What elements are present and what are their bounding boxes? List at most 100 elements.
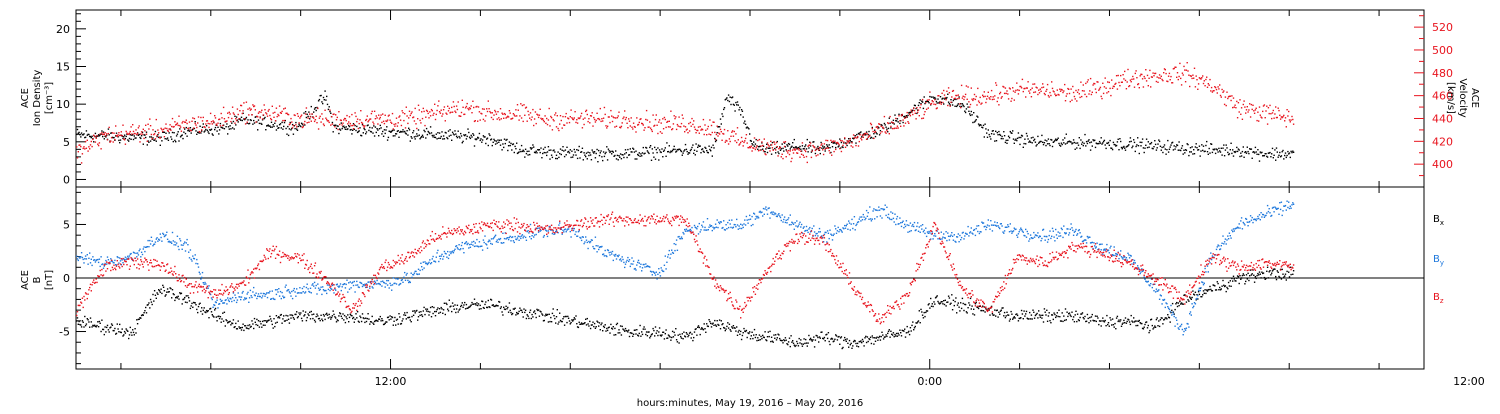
velocity-point (1203, 83, 1204, 84)
velocity-point (297, 113, 298, 114)
velocity-point (587, 121, 588, 122)
velocity-point (366, 119, 367, 120)
velocity-point (732, 130, 733, 131)
density-point (201, 130, 202, 131)
density-point (298, 126, 299, 127)
density-point (465, 134, 466, 135)
density-point (458, 131, 459, 132)
density-point (1109, 145, 1110, 146)
density-point (802, 145, 803, 146)
bx-point (130, 332, 131, 333)
bx-point (1155, 327, 1156, 328)
bx-point (335, 317, 336, 318)
bx-point (266, 322, 267, 323)
by-point (157, 241, 158, 242)
velocity-point (112, 132, 113, 133)
density-point (898, 121, 899, 122)
velocity-point (599, 119, 600, 120)
velocity-point (1046, 89, 1047, 90)
bx-point (336, 321, 337, 322)
density-point (321, 101, 322, 102)
bx-point (940, 303, 941, 304)
bx-point (264, 325, 265, 326)
velocity-point (635, 131, 636, 132)
by-point (81, 252, 82, 253)
velocity-point (858, 145, 859, 146)
velocity-point (1213, 90, 1214, 91)
velocity-point (1126, 88, 1127, 89)
velocity-point (1152, 72, 1153, 73)
density-point (479, 133, 480, 134)
density-point (1048, 138, 1049, 139)
bx-point (506, 308, 507, 309)
velocity-point (640, 118, 641, 119)
velocity-point (1165, 69, 1166, 70)
density-point (560, 148, 561, 149)
density-point (396, 133, 397, 134)
density-point (657, 147, 658, 148)
density-point (240, 120, 241, 121)
density-point (1080, 139, 1081, 140)
velocity-point (639, 122, 640, 123)
density-point (470, 138, 471, 139)
density-point (1155, 144, 1156, 145)
density-point (958, 103, 959, 104)
bx-point (442, 313, 443, 314)
velocity-point (1187, 62, 1188, 63)
bx-point (609, 332, 610, 333)
velocity-point (672, 128, 673, 129)
bx-point (1158, 320, 1159, 321)
density-point (1256, 154, 1257, 155)
density-point (483, 135, 484, 136)
bx-point (807, 345, 808, 346)
velocity-point (436, 110, 437, 111)
density-point (454, 130, 455, 131)
density-point (347, 128, 348, 129)
density-y-tick-label: 20 (56, 23, 70, 36)
velocity-point (894, 128, 895, 129)
bx-point (155, 295, 156, 296)
velocity-point (1290, 119, 1291, 120)
velocity-point (398, 122, 399, 123)
density-point (692, 144, 693, 145)
velocity-point (318, 128, 319, 129)
density-point (385, 133, 386, 134)
velocity-point (1293, 124, 1294, 125)
velocity-point (93, 135, 94, 136)
bx-point (1152, 325, 1153, 326)
by-point (282, 296, 283, 297)
bx-point (205, 312, 206, 313)
density-point (186, 127, 187, 128)
velocity-point (402, 112, 403, 113)
density-point (432, 135, 433, 136)
velocity-point (181, 131, 182, 132)
velocity-point (219, 119, 220, 120)
density-point (1209, 148, 1210, 149)
bx-point (632, 336, 633, 337)
density-point (713, 147, 714, 148)
velocity-point (502, 114, 503, 115)
bx-point (314, 320, 315, 321)
velocity-point (587, 114, 588, 115)
velocity-point (769, 150, 770, 151)
bx-point (861, 342, 862, 343)
bx-point (574, 318, 575, 319)
bx-point (973, 309, 974, 310)
velocity-point (1249, 103, 1250, 104)
velocity-point (489, 111, 490, 112)
density-point (855, 142, 856, 143)
density-point (1205, 145, 1206, 146)
bx-point (921, 311, 922, 312)
velocity-point (742, 141, 743, 142)
bx-point (818, 341, 819, 342)
velocity-point (860, 138, 861, 139)
velocity-point (320, 121, 321, 122)
velocity-point (1220, 95, 1221, 96)
bx-point (187, 295, 188, 296)
bx-point (671, 337, 672, 338)
density-point (694, 150, 695, 151)
bx-point (1226, 291, 1227, 292)
velocity-point (527, 111, 528, 112)
density-point (235, 124, 236, 125)
density-point (593, 152, 594, 153)
